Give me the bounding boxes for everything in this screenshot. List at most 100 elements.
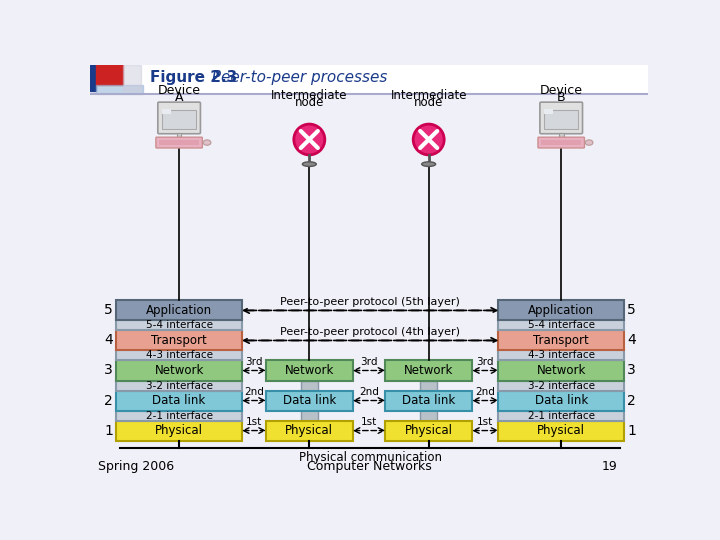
Text: 2nd: 2nd [359,387,379,397]
FancyBboxPatch shape [498,421,624,441]
FancyBboxPatch shape [117,330,242,350]
Text: Device: Device [540,84,582,97]
Text: 3: 3 [104,363,113,377]
FancyBboxPatch shape [498,381,624,390]
FancyBboxPatch shape [385,421,472,441]
Text: 4: 4 [104,334,113,347]
Bar [162,110,196,129]
Text: Application: Application [146,304,212,317]
Text: B: B [557,91,565,104]
FancyBboxPatch shape [117,390,242,410]
Text: node: node [414,96,444,109]
Text: Data link: Data link [402,394,455,407]
Text: 5-4 interface: 5-4 interface [528,320,595,330]
Text: 5-4 interface: 5-4 interface [145,320,212,330]
Text: 1: 1 [104,423,113,437]
Bar [420,381,437,421]
FancyBboxPatch shape [266,421,353,441]
FancyBboxPatch shape [117,361,242,381]
FancyBboxPatch shape [117,350,242,361]
FancyBboxPatch shape [158,102,200,134]
FancyBboxPatch shape [385,390,472,410]
Text: Device: Device [158,84,201,97]
Text: 3rd: 3rd [477,357,494,367]
Text: A: A [175,91,184,104]
Bar [301,381,318,421]
Text: 2: 2 [627,394,636,408]
Text: 3rd: 3rd [246,357,263,367]
FancyBboxPatch shape [156,137,202,148]
FancyBboxPatch shape [498,320,624,330]
Text: 1st: 1st [361,417,377,428]
Text: 2nd: 2nd [244,387,264,397]
Bar [544,110,578,129]
Text: Physical: Physical [405,424,453,437]
FancyBboxPatch shape [498,330,624,350]
Bar [541,140,581,145]
FancyBboxPatch shape [117,320,242,330]
Text: 4-3 interface: 4-3 interface [145,350,212,361]
FancyBboxPatch shape [498,410,624,421]
Text: Network: Network [404,364,454,377]
Circle shape [294,124,325,155]
Text: Intermediate: Intermediate [390,89,467,102]
Text: Physical: Physical [537,424,585,437]
Text: 3-2 interface: 3-2 interface [528,381,595,390]
Text: Transport: Transport [534,334,589,347]
Text: 1st: 1st [477,417,493,428]
Bar [159,140,199,145]
Text: Network: Network [284,364,334,377]
Bar [90,65,96,91]
Text: 4-3 interface: 4-3 interface [528,350,595,361]
FancyBboxPatch shape [266,390,353,410]
Text: Computer Networks: Computer Networks [307,460,431,473]
Text: 3-2 interface: 3-2 interface [145,381,212,390]
Text: Physical communication: Physical communication [299,450,441,463]
Text: Data link: Data link [153,394,206,407]
Text: 3: 3 [627,363,636,377]
Text: 2-1 interface: 2-1 interface [528,410,595,421]
FancyBboxPatch shape [117,421,242,441]
FancyBboxPatch shape [498,300,624,320]
Bar [559,132,564,138]
FancyBboxPatch shape [540,102,582,134]
Bar [96,65,122,85]
Text: 1: 1 [627,423,636,437]
FancyBboxPatch shape [498,361,624,381]
Text: Physical: Physical [285,424,333,437]
Ellipse shape [203,140,211,145]
FancyBboxPatch shape [498,390,624,410]
Text: Physical: Physical [155,424,203,437]
Text: Data link: Data link [534,394,588,407]
FancyBboxPatch shape [117,300,242,320]
Bar [544,110,554,114]
Text: Intermediate: Intermediate [271,89,348,102]
Bar [96,85,143,94]
Text: 2-1 interface: 2-1 interface [145,410,212,421]
Text: Data link: Data link [283,394,336,407]
Text: Transport: Transport [151,334,207,347]
Circle shape [413,124,444,155]
Ellipse shape [302,162,316,166]
FancyBboxPatch shape [538,137,585,148]
Text: node: node [294,96,324,109]
Text: 5: 5 [104,303,113,318]
Bar [177,132,181,138]
Text: 2nd: 2nd [475,387,495,397]
Text: 1st: 1st [246,417,262,428]
FancyBboxPatch shape [117,410,242,421]
Text: 19: 19 [601,460,617,473]
Text: Network: Network [154,364,204,377]
Text: 4: 4 [627,334,636,347]
Bar [122,65,141,91]
Text: Peer-to-peer protocol (5th layer): Peer-to-peer protocol (5th layer) [280,296,460,307]
Text: Network: Network [536,364,586,377]
Text: 2: 2 [104,394,113,408]
Text: 3rd: 3rd [360,357,378,367]
Ellipse shape [585,140,593,145]
Text: Peer-to-peer processes: Peer-to-peer processes [202,70,388,85]
Bar [162,110,171,114]
Text: Application: Application [528,304,594,317]
Text: Spring 2006: Spring 2006 [99,460,174,473]
Text: 5: 5 [627,303,636,318]
